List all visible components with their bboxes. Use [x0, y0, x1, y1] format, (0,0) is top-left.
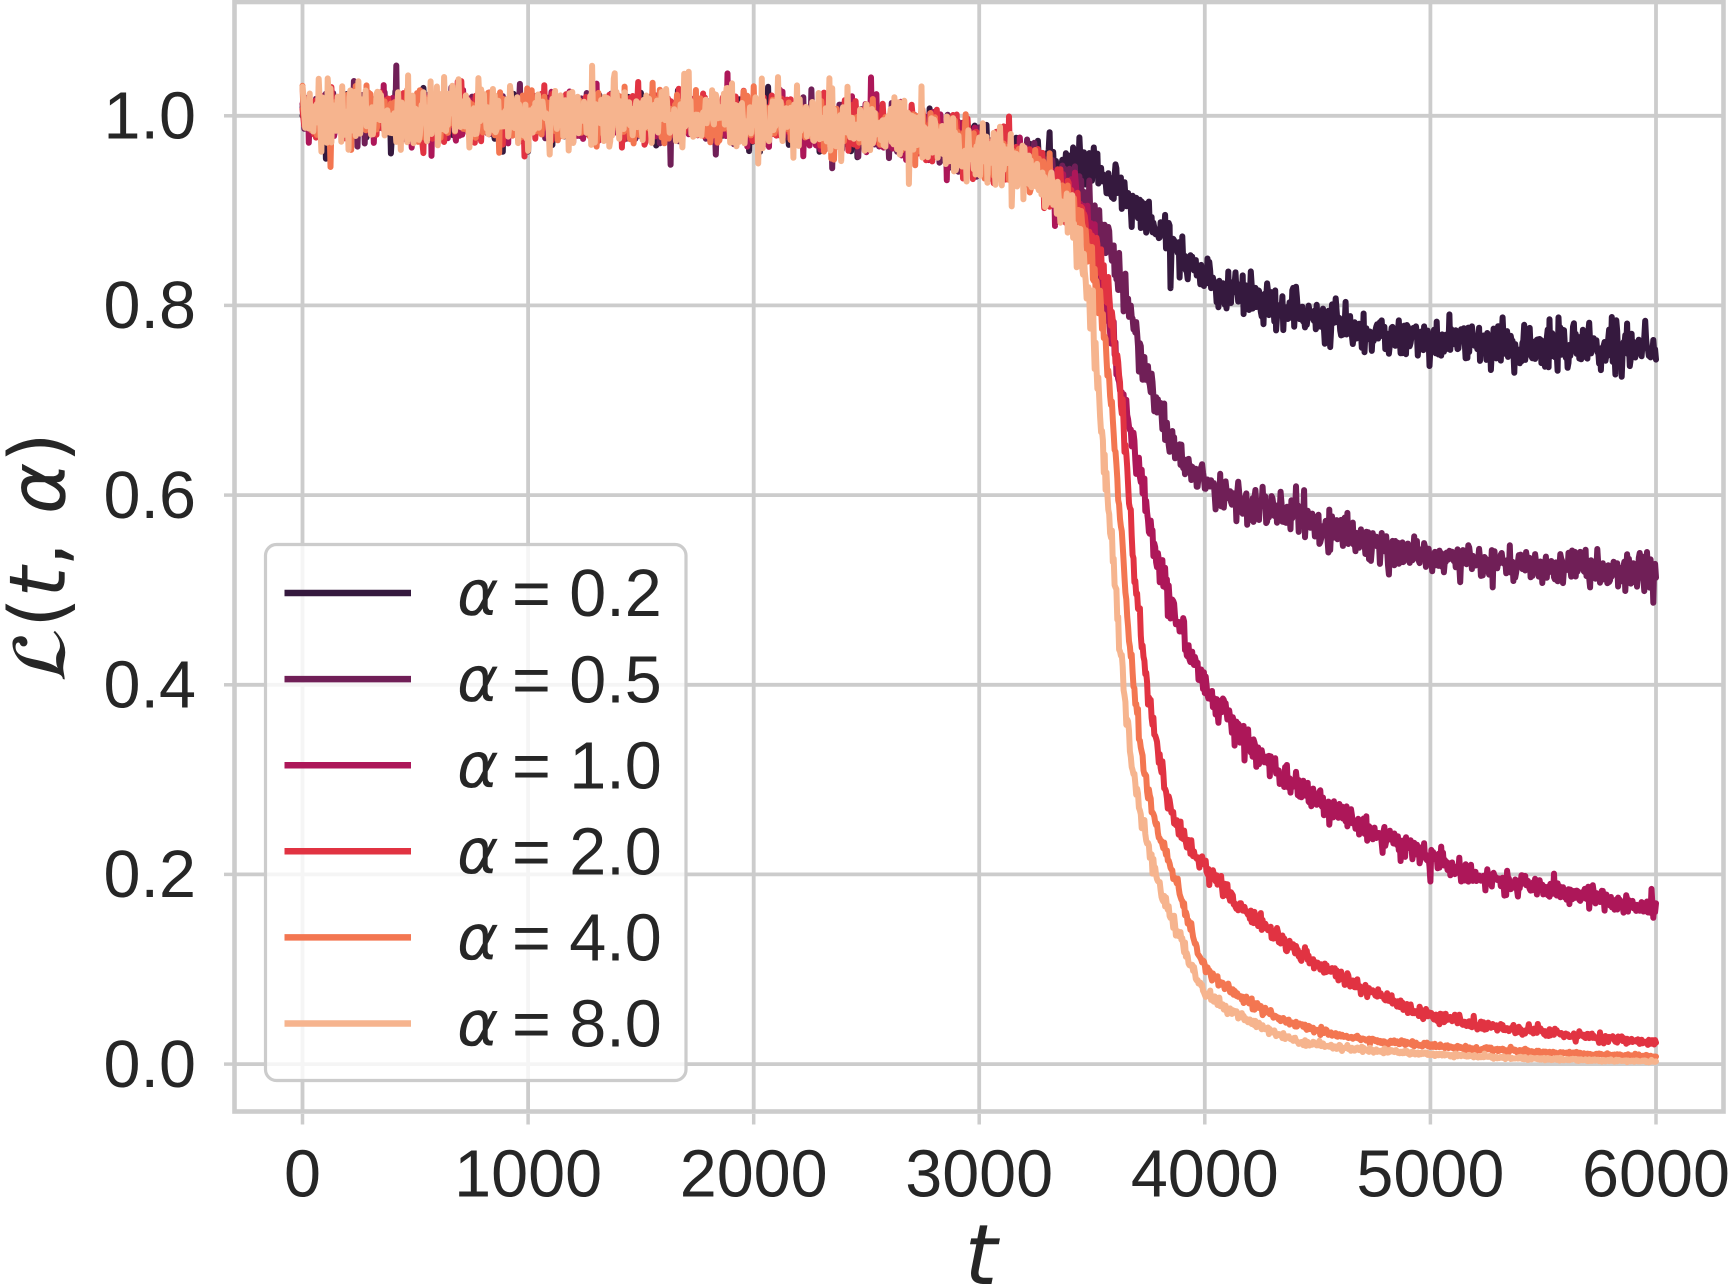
svg-text:= 0.2: = 0.2: [512, 557, 662, 631]
svg-text:0.6: 0.6: [104, 459, 196, 533]
svg-text:= 1.0: = 1.0: [512, 729, 662, 803]
svg-text:1.0: 1.0: [104, 80, 196, 154]
svg-text:= 2.0: = 2.0: [512, 816, 662, 890]
svg-text:4000: 4000: [1131, 1138, 1279, 1212]
svg-text:0.2: 0.2: [104, 838, 196, 912]
svg-text:5000: 5000: [1356, 1138, 1504, 1212]
svg-text:3000: 3000: [905, 1138, 1053, 1212]
svg-text:0: 0: [284, 1138, 321, 1212]
svg-text:= 8.0: = 8.0: [512, 988, 662, 1062]
svg-text:0.0: 0.0: [104, 1028, 196, 1102]
svg-text:= 4.0: = 4.0: [512, 902, 662, 976]
svg-text:0.4: 0.4: [104, 649, 196, 723]
svg-text:= 0.5: = 0.5: [512, 643, 662, 717]
svg-text:6000: 6000: [1582, 1138, 1728, 1212]
svg-text:2000: 2000: [680, 1138, 828, 1212]
svg-text:0.8: 0.8: [104, 269, 196, 343]
svg-text:1000: 1000: [454, 1138, 602, 1212]
